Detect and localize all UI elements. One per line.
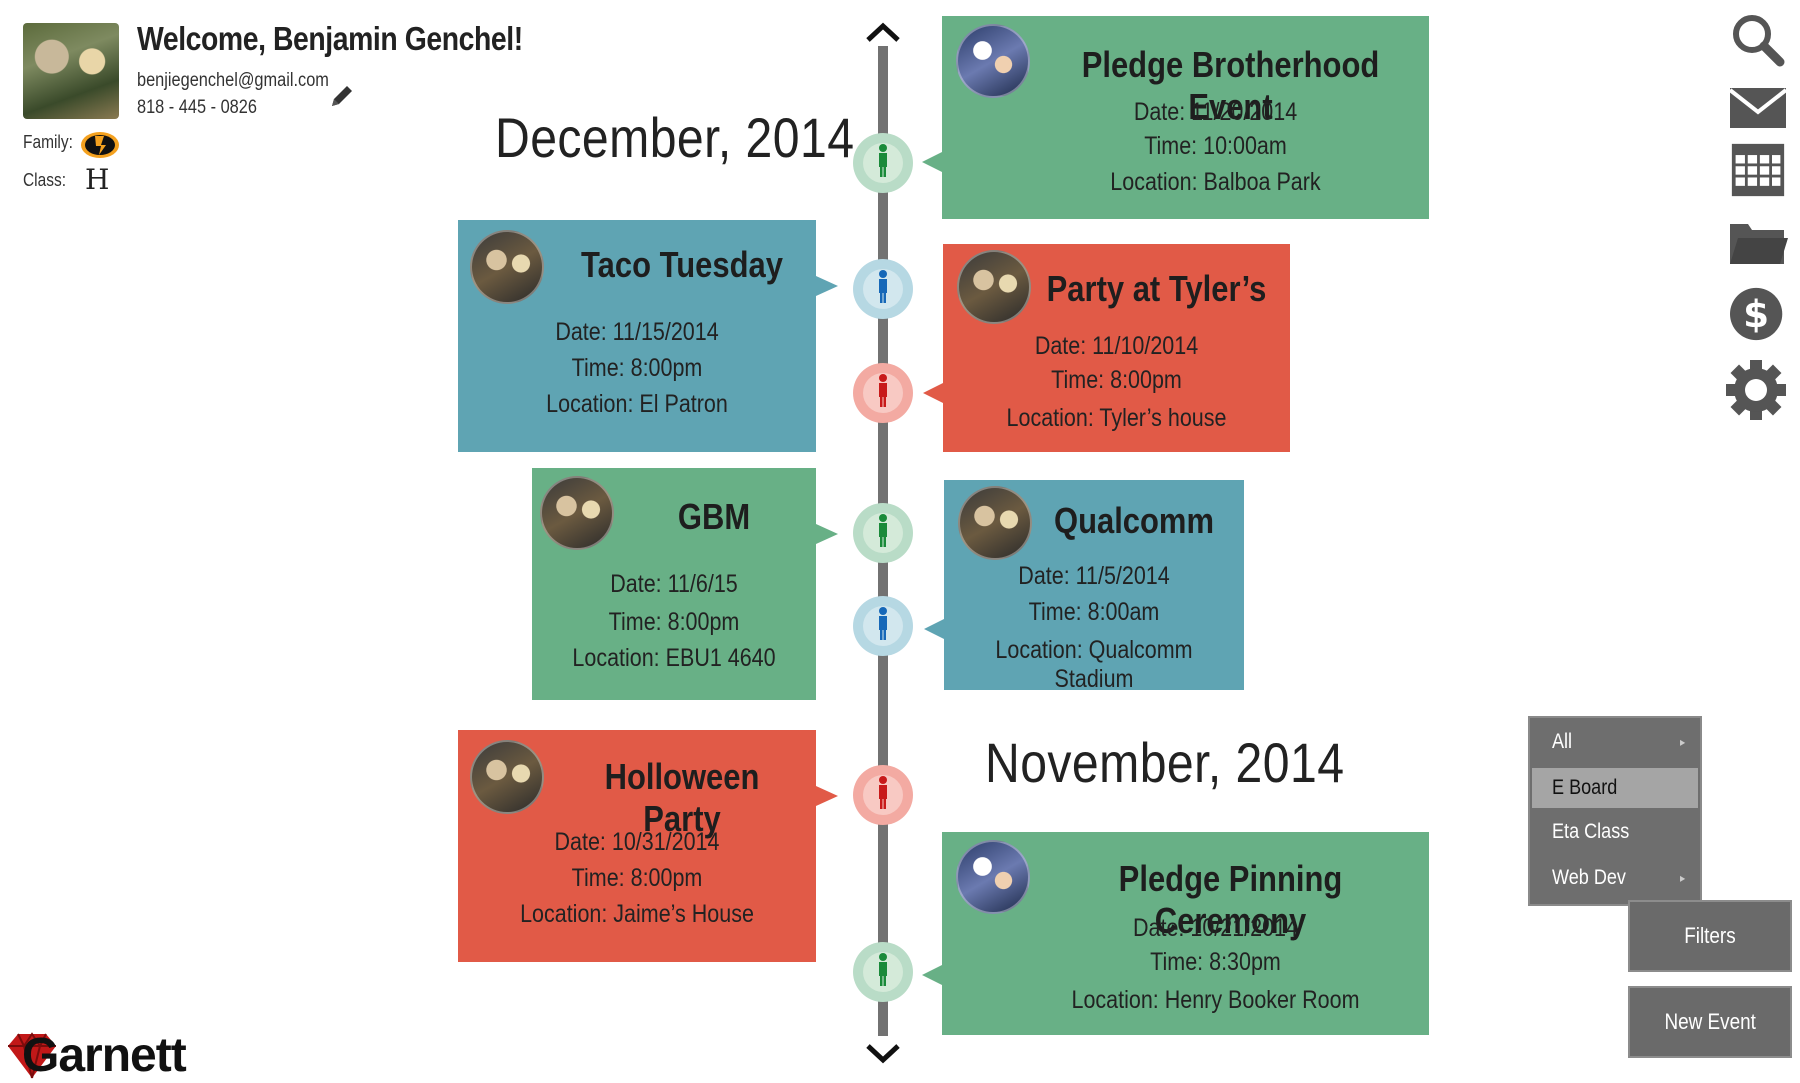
- event-time: Time: 8:00pm: [1051, 366, 1182, 394]
- timeline-node[interactable]: [853, 133, 913, 193]
- event-pointer: [922, 965, 942, 985]
- event-time: Time: 10:00am: [1144, 132, 1287, 160]
- class-letter: H: [85, 163, 110, 196]
- event-location: Location: Tyler’s house: [1006, 404, 1227, 432]
- event-time: Time: 8:00pm: [571, 354, 703, 382]
- gear-icon[interactable]: [1726, 358, 1790, 422]
- event-date: Date: 10/21/2014: [1133, 914, 1298, 942]
- new-event-button[interactable]: New Event: [1628, 986, 1792, 1058]
- event-location: Location: Qualcomm Stadium: [995, 636, 1193, 693]
- event-title: Holloween Party: [604, 756, 760, 839]
- timeline-node[interactable]: [853, 596, 913, 656]
- scroll-down-chevron-icon[interactable]: [862, 1040, 904, 1068]
- event-title: Taco Tuesday: [581, 244, 783, 285]
- timeline-node[interactable]: [853, 503, 913, 563]
- event-photo: [470, 230, 544, 304]
- scroll-up-chevron-icon[interactable]: [862, 18, 904, 46]
- search-icon[interactable]: [1726, 12, 1790, 68]
- event-location: Location: Balboa Park: [1110, 168, 1321, 196]
- event-title: Pledge Brotherhood Event: [1081, 44, 1380, 127]
- timeline-node[interactable]: [853, 259, 913, 319]
- dollar-icon[interactable]: $: [1726, 286, 1790, 342]
- welcome-heading: Welcome, Benjamin Genchel!: [137, 20, 523, 57]
- chevron-right-icon: ▸: [1679, 735, 1686, 749]
- svg-text:$: $: [1743, 292, 1769, 336]
- event-photo: [957, 250, 1031, 324]
- filter-menu-item-e-board[interactable]: E Board: [1532, 768, 1698, 808]
- event-time: Time: 8:00pm: [608, 608, 740, 636]
- chevron-right-icon: ▸: [1679, 871, 1686, 885]
- event-title: Qualcomm: [1053, 500, 1214, 541]
- event-location: Location: El Patron: [546, 390, 728, 418]
- event-location: Location: Henry Booker Room: [1071, 986, 1360, 1014]
- event-card[interactable]: Pledge Pinning Ceremony Date: 10/21/2014…: [942, 832, 1429, 1035]
- filters-button[interactable]: Filters: [1628, 900, 1792, 972]
- event-card[interactable]: Party at Tyler’s Date: 11/10/2014 Time: …: [943, 244, 1290, 452]
- event-title: Pledge Pinning Ceremony: [1118, 858, 1343, 941]
- calendar-icon[interactable]: [1726, 142, 1790, 198]
- event-photo: [470, 740, 544, 814]
- event-pointer: [923, 383, 943, 403]
- event-title: Party at Tyler’s: [1046, 268, 1267, 309]
- event-card[interactable]: Holloween Party Date: 10/31/2014 Time: 8…: [458, 730, 816, 962]
- event-time: Time: 8:00pm: [571, 864, 703, 892]
- event-location: Location: EBU1 4640: [572, 644, 776, 672]
- event-location: Location: Jaime’s House: [520, 900, 754, 928]
- timeline-node[interactable]: [853, 765, 913, 825]
- event-date: Date: 11/15/2014: [555, 318, 719, 346]
- event-photo: [540, 476, 614, 550]
- event-date: Date: 11/10/2014: [1034, 332, 1199, 360]
- event-time: Time: 8:30pm: [1150, 948, 1281, 976]
- mail-icon[interactable]: [1726, 80, 1790, 136]
- timeline-node[interactable]: [853, 363, 913, 423]
- event-pointer: [924, 619, 944, 639]
- class-label: Class:: [23, 170, 67, 190]
- event-card[interactable]: Taco Tuesday Date: 11/15/2014 Time: 8:00…: [458, 220, 816, 452]
- event-pointer: [816, 786, 838, 806]
- event-card[interactable]: GBM Date: 11/6/15 Time: 8:00pm Location:…: [532, 468, 816, 700]
- event-date: Date: 11/20/2014: [1133, 98, 1298, 126]
- timeline-node[interactable]: [853, 942, 913, 1002]
- event-date: Date: 11/5/2014: [1018, 562, 1170, 590]
- event-photo: [956, 24, 1030, 98]
- event-date: Date: 10/31/2014: [554, 828, 720, 856]
- garnett-logo[interactable]: Garnett: [22, 1029, 187, 1082]
- event-photo: [958, 486, 1032, 560]
- month-heading-november: November, 2014: [985, 731, 1345, 794]
- garnet-gem-icon: [8, 1032, 56, 1079]
- filter-menu-item-eta-class[interactable]: Eta Class: [1552, 820, 1630, 843]
- event-pointer: [816, 276, 838, 296]
- event-pointer: [816, 524, 838, 544]
- event-card[interactable]: Pledge Brotherhood Event Date: 11/20/201…: [942, 16, 1429, 219]
- filter-menu-item-all[interactable]: All ▸: [1532, 722, 1698, 762]
- profile-email: benjiegenchel@gmail.com: [137, 70, 329, 91]
- pencil-icon[interactable]: [328, 82, 356, 110]
- filter-menu: All ▸ E Board Eta Class Web Dev ▸: [1528, 716, 1702, 906]
- profile-avatar[interactable]: [23, 23, 119, 119]
- event-card[interactable]: Qualcomm Date: 11/5/2014 Time: 8:00am Lo…: [944, 480, 1244, 693]
- event-photo: [956, 840, 1030, 914]
- filter-menu-item-web-dev[interactable]: Web Dev ▸: [1532, 858, 1698, 898]
- event-pointer: [922, 152, 942, 172]
- folder-icon[interactable]: [1726, 214, 1790, 270]
- profile-phone: 818 - 445 - 0826: [137, 97, 257, 118]
- event-title: GBM: [677, 496, 751, 537]
- event-date: Date: 11/6/15: [610, 570, 738, 598]
- month-heading-december: December, 2014: [495, 106, 855, 169]
- family-emblem-icon: [81, 132, 119, 158]
- event-time: Time: 8:00am: [1028, 598, 1160, 626]
- family-label: Family:: [23, 132, 73, 152]
